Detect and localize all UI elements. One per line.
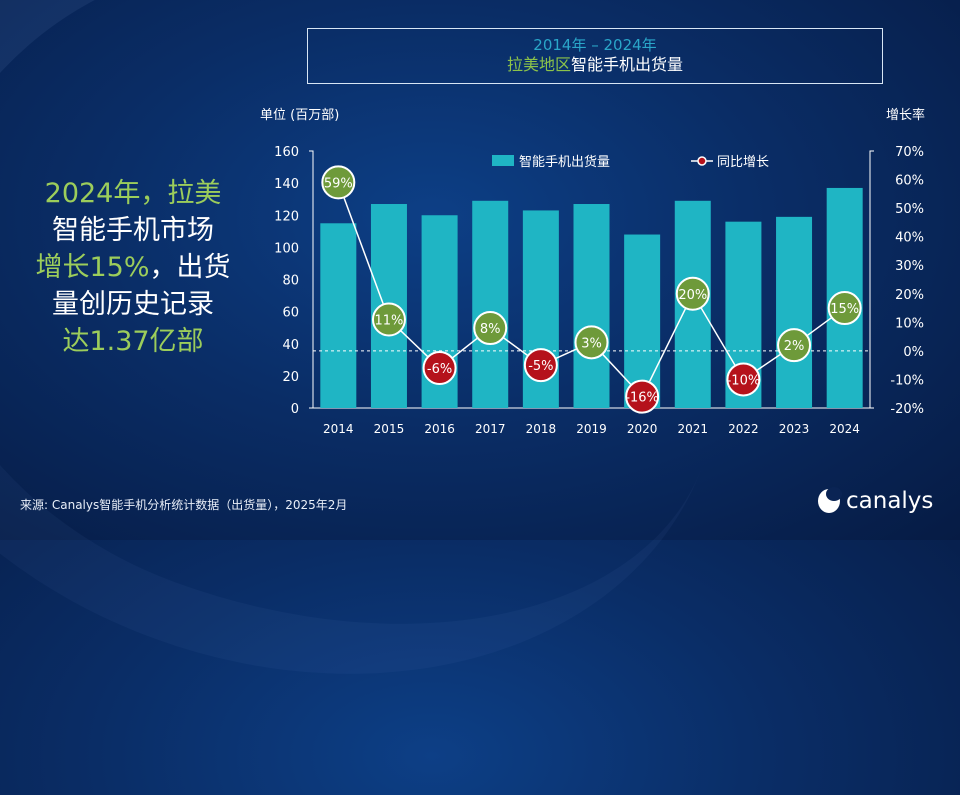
headline-line2: 智能手机市场 — [52, 215, 214, 246]
y-tick-label: 80 — [282, 274, 299, 289]
y-tick-label: 40 — [282, 338, 299, 353]
growth-data-label: -6% — [427, 362, 452, 377]
growth-data-label: 11% — [375, 313, 404, 328]
y-tick-label: 20 — [282, 370, 299, 385]
x-tick-label: 2021 — [677, 422, 708, 436]
y2-tick-label: 40% — [895, 231, 924, 246]
title-subject: 智能手机出货量 — [571, 55, 684, 74]
bar-2019 — [573, 204, 610, 408]
y2-tick-label: 10% — [895, 316, 924, 331]
growth-marker-2014 — [321, 165, 356, 200]
title-main: 拉美地区智能手机出货量 — [308, 54, 882, 76]
x-tick-label: 2020 — [627, 422, 658, 436]
left-axis-line — [309, 150, 314, 409]
growth-marker-2020 — [625, 379, 660, 414]
growth-data-label: 20% — [678, 288, 707, 303]
legend: 智能手机出货量 同比增长 — [492, 154, 769, 170]
x-tick-label: 2014 — [323, 422, 354, 436]
source-footnote: 来源: Canalys智能手机分析统计数据（出货量），2025年2月 — [20, 498, 348, 512]
y2-tick-label: 60% — [895, 174, 924, 189]
canalys-logo-mark — [818, 487, 842, 513]
y2-tick-label: 50% — [895, 202, 924, 217]
title-region: 拉美地区 — [506, 55, 571, 74]
legend-line-label: 同比增长 — [717, 155, 769, 170]
x-tick-label: 2024 — [829, 422, 860, 436]
x-tick-label: 2022 — [728, 422, 759, 436]
x-tick-label: 2016 — [424, 422, 455, 436]
y-tick-label: 60 — [282, 306, 299, 321]
growth-marker-2015 — [371, 302, 406, 337]
headline: 2024年，拉美 智能手机市场 增长15%，出货 量创历史记录 达1.37亿部 — [18, 175, 248, 360]
headline-line3: 增长15%，出货 — [18, 249, 248, 286]
chart: 单位 (百万部) 增长率 智能手机出货量 同比增长 0 20 40 60 80 100 12… — [260, 107, 925, 436]
title-years: 2014年 – 2024年 — [533, 36, 657, 54]
canalys-logo: canalys — [818, 487, 934, 514]
y-tick-label: 120 — [274, 209, 299, 224]
x-tick-label: 2023 — [779, 422, 810, 436]
x-tick-label: 2019 — [576, 422, 607, 436]
headline-line5: 达1.37亿部 — [62, 326, 204, 357]
growth-marker-2021 — [675, 276, 710, 311]
growth-data-label: -5% — [528, 359, 553, 374]
y2-tick-label: -20% — [890, 402, 924, 417]
y2-axis-label: 增长率 — [886, 107, 925, 123]
growth-marker-2019 — [574, 325, 609, 360]
growth-marker-2022 — [726, 362, 761, 397]
bar-2020 — [624, 234, 661, 408]
y2-tick-label: -10% — [890, 373, 924, 388]
chart-title-box: 2014年 – 2024年 拉美地区智能手机出货量 — [307, 28, 883, 84]
x-tick-label: 2018 — [526, 422, 557, 436]
y2-tick-label: 30% — [895, 259, 924, 274]
growth-marker-2018 — [523, 348, 558, 383]
x-tick-label: 2017 — [475, 422, 506, 436]
y-tick-label: 160 — [274, 145, 299, 160]
growth-marker-2016 — [422, 351, 457, 386]
y-tick-label: 140 — [274, 177, 299, 192]
headline-line4: 量创历史记录 — [52, 289, 214, 320]
y2-tick-label: 0% — [903, 345, 924, 360]
legend-line-marker — [697, 156, 707, 166]
growth-data-label: 15% — [830, 302, 859, 317]
headline-growth: 增长15% — [35, 252, 150, 283]
headline-line1: 2024年，拉美 — [44, 178, 222, 209]
right-axis-line — [869, 150, 874, 409]
growth-data-label: -16% — [625, 391, 659, 406]
headline-ship: ，出货 — [149, 252, 231, 283]
growth-data-label: 59% — [324, 176, 353, 191]
bar-2023 — [776, 216, 813, 408]
bar-2014 — [320, 223, 357, 408]
y2-tick-label: 70% — [895, 145, 924, 160]
y-tick-label: 0 — [291, 402, 299, 417]
bar-2017 — [472, 200, 509, 408]
y-tick-label: 100 — [274, 241, 299, 256]
growth-marker-2017 — [473, 311, 508, 346]
x-tick-label: 2015 — [374, 422, 405, 436]
growth-marker-2023 — [777, 328, 812, 363]
y-axis-label: 单位 (百万部) — [260, 108, 339, 123]
legend-bar-label: 智能手机出货量 — [519, 154, 610, 170]
logo-text: canalys — [846, 488, 934, 514]
growth-data-label: -10% — [727, 373, 761, 388]
growth-data-label: 8% — [480, 322, 501, 337]
growth-marker-2024 — [827, 291, 862, 326]
growth-data-label: 2% — [784, 339, 805, 354]
legend-bar-swatch — [492, 155, 514, 166]
growth-data-label: 3% — [581, 336, 602, 351]
y2-tick-label: 20% — [895, 288, 924, 303]
